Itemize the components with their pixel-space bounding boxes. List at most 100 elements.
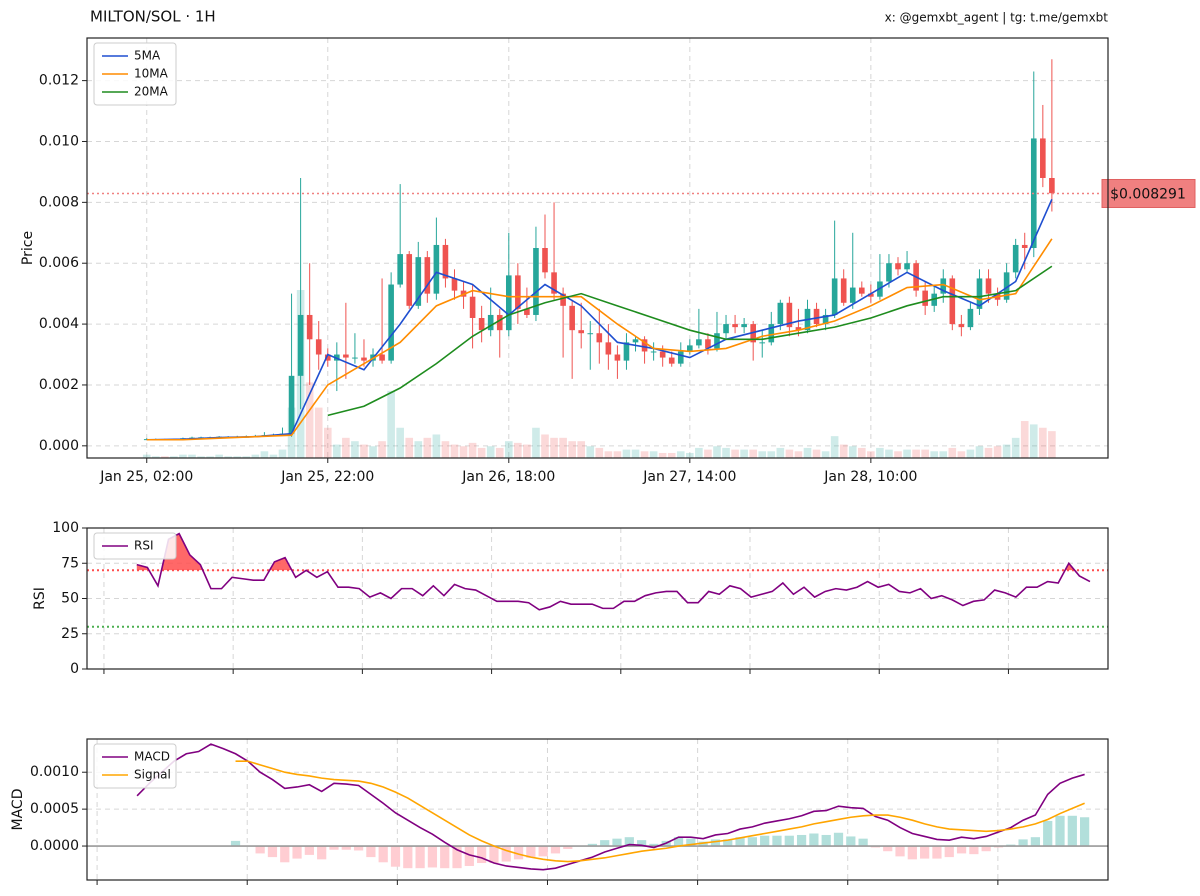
volume-bar — [749, 449, 757, 458]
y-tick-label: 0.004 — [39, 316, 79, 332]
volume-bar — [423, 437, 432, 458]
histogram-bar — [427, 846, 438, 868]
candle-body — [415, 257, 422, 306]
volume-bar — [477, 447, 486, 458]
volume-bar — [504, 441, 513, 458]
volume-bar — [161, 456, 169, 458]
volume-bar — [369, 446, 377, 458]
volume-bar — [242, 456, 251, 458]
volume-bar — [188, 454, 196, 458]
candle-body — [822, 314, 829, 325]
volume-bar — [305, 382, 314, 458]
candle-body — [587, 333, 594, 335]
chart-title: MILTON/SOL · 1H — [90, 8, 216, 26]
y-tick-label: 0.006 — [39, 255, 79, 271]
candle-body — [741, 324, 747, 328]
y-tick-label: 0.012 — [39, 73, 79, 89]
volume-bar — [848, 446, 857, 458]
histogram-bar — [956, 846, 967, 854]
volume-bar — [441, 441, 450, 458]
legend-box — [93, 42, 177, 106]
volume-bar — [903, 449, 911, 458]
series-line — [146, 238, 1053, 441]
histogram-bar — [1080, 817, 1090, 847]
candle-body — [560, 293, 566, 306]
series-line — [136, 532, 1091, 611]
histogram-bar — [846, 836, 856, 847]
volume-bar — [342, 437, 350, 458]
volume-bar — [1048, 431, 1056, 458]
histogram-bar — [390, 846, 401, 867]
candle-body — [777, 302, 784, 325]
candle-body — [533, 248, 539, 315]
candle-body — [524, 308, 530, 315]
histogram-bar — [452, 846, 462, 869]
candle-body — [958, 324, 965, 328]
histogram-bar — [1018, 839, 1028, 847]
volume-bar — [432, 434, 441, 458]
volume-bar — [776, 447, 785, 458]
volume-bar — [649, 451, 658, 458]
candle-body — [406, 254, 413, 306]
legend-box — [93, 743, 177, 789]
volume-bar — [613, 451, 622, 458]
histogram-bar — [796, 834, 807, 847]
candle-body — [388, 284, 394, 361]
legend-label: 5MA — [134, 49, 161, 63]
volume-bar — [568, 441, 576, 458]
histogram-bar — [329, 846, 339, 850]
histogram-bar — [747, 837, 757, 847]
volume-bar — [414, 441, 423, 458]
series-line — [235, 760, 1085, 863]
y-tick-label: 0.0000 — [30, 838, 79, 854]
y-tick-label: 0.002 — [39, 377, 79, 393]
histogram-bar — [723, 839, 733, 847]
candle-body — [623, 342, 630, 361]
volume-bar — [151, 456, 160, 458]
volume-bar — [559, 437, 567, 458]
volume-bar — [224, 456, 233, 458]
histogram-bar — [1030, 837, 1041, 847]
candle-body — [515, 275, 521, 309]
volume-bar — [314, 407, 323, 458]
histogram-bar — [1055, 815, 1065, 847]
candle-body — [1021, 244, 1028, 248]
histogram-bar — [267, 846, 278, 858]
candle-body — [1012, 244, 1019, 273]
y-axis-label: Price — [20, 231, 36, 265]
candle-body — [714, 333, 720, 349]
histogram-bar — [1043, 820, 1053, 847]
candle-body — [732, 324, 738, 328]
candle-body — [831, 278, 838, 315]
legend-label: RSI — [134, 539, 154, 553]
volume-bar — [495, 447, 504, 458]
candle-body — [696, 339, 702, 346]
histogram-bar — [895, 846, 905, 857]
candle-body — [433, 244, 440, 294]
volume-bar — [731, 449, 739, 458]
last-price-label: $0.008291 — [1110, 186, 1186, 202]
candle-body — [705, 339, 711, 349]
y-tick-label: 0.010 — [39, 133, 79, 149]
volume-bar — [360, 444, 368, 458]
histogram-bar — [538, 846, 548, 857]
volume-bar — [486, 446, 495, 458]
histogram-bar — [637, 840, 647, 847]
histogram-bar — [809, 833, 819, 847]
histogram-bar — [304, 846, 314, 855]
candle-body — [650, 351, 657, 353]
volume-bar — [170, 456, 178, 458]
candle-body — [795, 327, 802, 331]
histogram-bar — [587, 843, 598, 847]
volume-bar — [912, 449, 920, 458]
candle-body — [469, 296, 476, 318]
candle-body — [677, 351, 684, 364]
volume-bar — [740, 449, 748, 458]
y-tick-label: 100 — [52, 520, 79, 536]
volume-bar — [658, 452, 667, 458]
last-price-box — [1101, 178, 1196, 208]
volume-bar — [577, 441, 586, 458]
histogram-bar — [907, 846, 917, 860]
histogram-bar — [1067, 815, 1077, 847]
